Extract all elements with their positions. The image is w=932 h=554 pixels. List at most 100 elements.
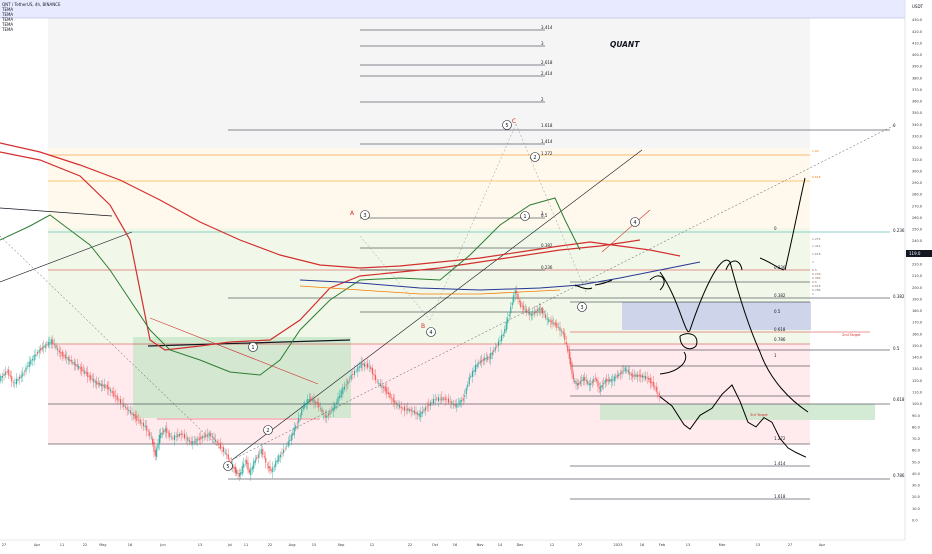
candle-body [260, 449, 262, 454]
y-tick-label: 430.0 [912, 18, 922, 22]
candle-body [420, 411, 422, 418]
wave-label-circle [248, 342, 258, 352]
candle-body [657, 392, 659, 394]
y-tick-label: 90.0 [912, 414, 920, 418]
y-tick-label: 110.0 [912, 391, 922, 395]
candle-body [652, 381, 654, 387]
candle-body [243, 463, 245, 468]
candle-body [96, 381, 98, 385]
x-tick-label: 16 [640, 543, 644, 547]
candle-body [158, 434, 160, 445]
candle-body [553, 323, 555, 324]
candle-body [468, 377, 470, 385]
candle-body [570, 357, 572, 365]
candle-body [457, 403, 459, 405]
candle-body [281, 452, 283, 455]
candle-body [376, 381, 378, 382]
drawn-projection-stroke [649, 275, 665, 291]
candle-body [185, 437, 187, 439]
indicator-line: TEMA [2, 27, 14, 32]
candle-body [526, 309, 528, 313]
candle-body [641, 375, 643, 378]
candle-body [73, 361, 75, 365]
candle-body [308, 398, 310, 401]
candle-body [403, 406, 406, 411]
candle-body [177, 434, 179, 438]
candle-body [529, 312, 531, 315]
candle-body [527, 311, 529, 314]
candle-body [307, 399, 309, 405]
candle-body [324, 414, 326, 418]
candle-body [244, 461, 246, 462]
candle-body [147, 431, 149, 432]
candle-body [633, 375, 635, 377]
candle-body [250, 468, 252, 476]
candle-body [485, 357, 487, 360]
candle-body [156, 448, 158, 458]
candle-body [128, 409, 130, 412]
x-tick-label: Nov [477, 543, 484, 547]
x-tick-label: Mar [719, 543, 726, 547]
candle-body [224, 451, 226, 453]
y-tick-label: 130.0 [912, 367, 922, 371]
y-tick-label: 380.0 [912, 76, 922, 80]
fib-label: 2.618 [541, 60, 553, 65]
candle-body [607, 379, 609, 382]
candle-body [190, 441, 192, 444]
candle-body [334, 404, 336, 410]
y-tick-label: 180.0 [912, 309, 922, 313]
candle-body [502, 334, 504, 337]
candle-body [46, 344, 48, 346]
y-tick-label: 50.0 [912, 460, 920, 464]
x-tick-label: 13 [756, 543, 760, 547]
candle-body [292, 433, 294, 436]
candle-body [646, 377, 648, 379]
candle-body [603, 382, 605, 385]
candle-body [323, 413, 325, 415]
y-tick-label: 310.0 [912, 158, 922, 162]
candle-body [581, 379, 583, 382]
candle-body [588, 383, 590, 386]
candle-body [1, 375, 3, 378]
candle-body [572, 373, 574, 380]
candle-body [610, 379, 612, 382]
candle-body [456, 403, 458, 408]
fib-label: 0.5 [541, 213, 548, 218]
candle-body [94, 381, 96, 383]
candle-body [167, 432, 169, 434]
drawn-projection-stroke [725, 260, 743, 271]
candle-body [476, 364, 478, 367]
candle-body [36, 352, 39, 354]
x-tick-label: Dec [517, 543, 524, 547]
y-tick-label: 40.0 [912, 472, 920, 476]
candle-body [97, 383, 99, 385]
wave-label: 3 [363, 213, 366, 219]
candle-body [335, 402, 337, 404]
currency-label: USDT [912, 4, 924, 9]
candle-body [84, 370, 86, 374]
candle-body [287, 441, 289, 446]
candle-body [166, 427, 168, 433]
candle-body [538, 307, 540, 311]
red-moving-average [0, 142, 681, 269]
candle-body [490, 353, 492, 360]
candle-body [606, 378, 608, 382]
candle-body [72, 362, 74, 363]
candle-body [100, 383, 102, 387]
candle-body [373, 373, 375, 376]
x-tick-label: 22 [83, 543, 87, 547]
wave-label-circle [577, 302, 587, 312]
y-tick-label: 80.0 [912, 425, 920, 429]
candle-body [170, 437, 172, 438]
fib-label: 1.414 [812, 244, 821, 248]
candle-body [33, 354, 35, 361]
candle-body [152, 438, 154, 445]
candle-body [621, 370, 623, 374]
fib-label: 0.618 [812, 284, 821, 288]
candle-body [58, 350, 60, 353]
candle-body [543, 313, 545, 315]
candle-body [434, 399, 436, 401]
candle-body [587, 381, 589, 384]
y-tick-label: 220.0 [912, 263, 922, 267]
